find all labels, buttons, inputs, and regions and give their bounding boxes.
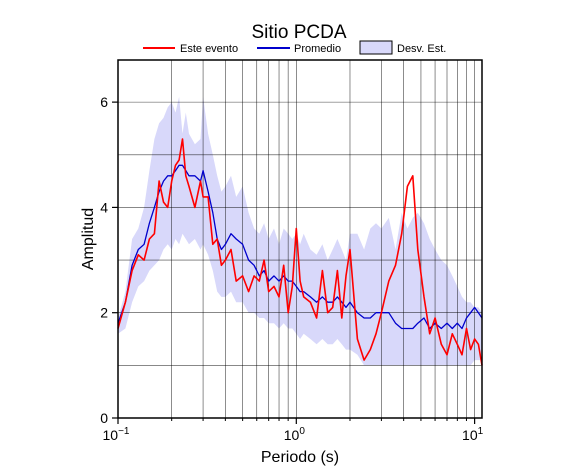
y-tick-label: 6 <box>100 94 108 110</box>
std-dev-band <box>118 96 482 366</box>
x-axis-label: Periodo (s) <box>261 449 339 466</box>
legend-label-este: Este evento <box>180 43 238 55</box>
legend-swatch-desv <box>359 40 393 55</box>
series-layer <box>117 138 483 366</box>
x-tick-label: 100 <box>284 426 306 443</box>
y-tick-label: 2 <box>100 305 108 321</box>
chart-title: Sitio PCDA <box>251 22 346 43</box>
std-dev-band-layer <box>118 96 482 366</box>
y-tick-label: 4 <box>100 199 108 215</box>
x-tick-label: 101 <box>462 426 484 443</box>
y-tick-label: 0 <box>100 410 108 426</box>
series-line-este-evento <box>117 138 483 366</box>
y-axis-label: Amplitud <box>80 208 97 270</box>
x-tick-label: 10−1 <box>103 426 130 443</box>
legend-label-desv: Desv. Est. <box>397 43 446 55</box>
legend: Este evento Promedio Desv. Est. <box>143 40 446 55</box>
plot-frame <box>117 59 483 419</box>
legend-label-promedio: Promedio <box>294 43 341 55</box>
